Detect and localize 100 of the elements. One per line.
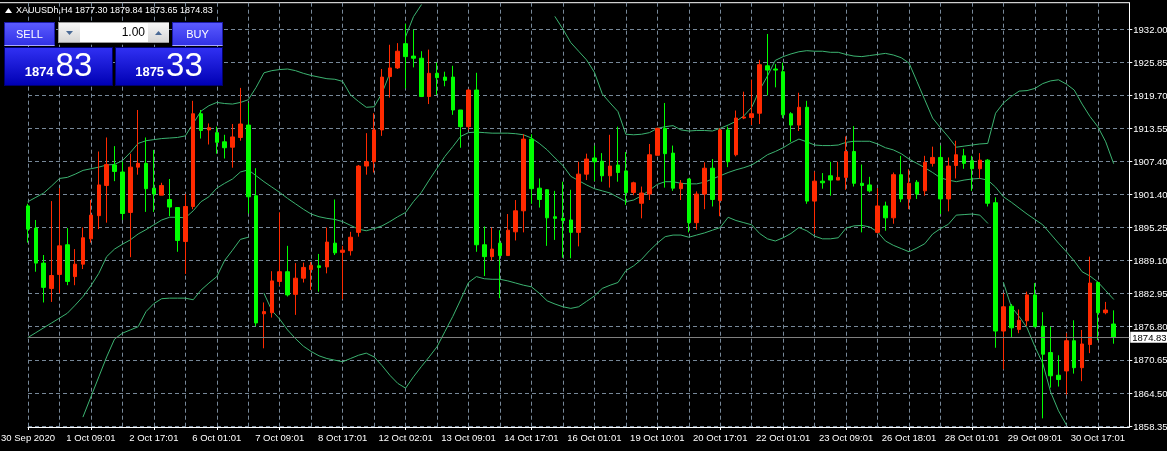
candlestick: [513, 199, 518, 241]
x-tick-label: 6 Oct 01:01: [192, 431, 242, 443]
line-series: [27, 131, 1115, 338]
candlestick: [65, 227, 70, 286]
x-tick-label: 13 Oct 09:01: [441, 431, 496, 443]
candlestick: [340, 245, 345, 300]
candlestick: [938, 145, 943, 215]
candlestick: [844, 135, 848, 191]
candlestick: [191, 100, 195, 210]
y-tick-label: 1876.80: [1133, 321, 1167, 333]
candlestick: [466, 88, 471, 131]
candlestick: [159, 182, 164, 196]
candlestick: [222, 134, 227, 160]
candlestick: [584, 153, 589, 181]
candlestick: [238, 87, 243, 142]
candlestick: [136, 109, 140, 176]
candlestick: [702, 161, 707, 210]
y-tick-label: 1889.10: [1133, 254, 1167, 266]
candlestick: [97, 151, 101, 230]
candlestick: [207, 122, 211, 145]
candlestick: [506, 213, 510, 257]
candlestick: [805, 100, 809, 205]
candlestick: [978, 152, 982, 179]
candlestick: [395, 42, 400, 70]
candlestick: [1080, 329, 1084, 382]
candlestick: [631, 181, 636, 196]
candlestick: [671, 145, 675, 192]
candlestick: [1072, 319, 1076, 375]
candlestick: [915, 179, 919, 200]
x-tick-label: 8 Oct 17:01: [318, 431, 368, 443]
candlestick: [1001, 292, 1006, 370]
candlestick: [820, 172, 825, 190]
buy-price-box: 1875 33: [115, 47, 223, 86]
candlestick: [521, 133, 526, 233]
candlestick: [734, 110, 738, 157]
y-tick-label: 1907.40: [1133, 156, 1167, 168]
candlestick: [144, 136, 148, 213]
x-tick-label: 12 Oct 02:01: [378, 431, 433, 443]
candlestick: [970, 155, 974, 192]
x-tick-label: 28 Oct 01:01: [944, 431, 1000, 443]
candlestick: [954, 140, 958, 179]
x-tick-label: 16 Oct 01:01: [567, 431, 622, 443]
candlestick: [828, 161, 833, 197]
candlestick: [765, 33, 770, 96]
candlestick: [749, 79, 754, 126]
candlestick: [883, 201, 888, 232]
candlestick: [364, 132, 369, 176]
sell-price-box: 1874 83: [4, 47, 113, 86]
candlestick: [600, 152, 604, 183]
candlestick: [262, 301, 266, 349]
chart-title: XAUUSDh,H4 1877.30 1879.84 1873.65 1874.83: [16, 5, 213, 15]
candlestick: [26, 203, 30, 244]
candlestick: [309, 261, 313, 291]
candlestick: [545, 188, 549, 247]
candlestick: [403, 23, 408, 89]
annotation: 33: [166, 46, 203, 83]
candlestick: [301, 262, 306, 284]
candlestick: [537, 177, 542, 209]
candlestick: [49, 200, 54, 303]
candlestick: [128, 153, 133, 258]
candlestick: [183, 193, 188, 275]
candlestick: [1111, 309, 1116, 345]
x-tick-label: 2 Oct 17:01: [129, 431, 179, 443]
candlestick: [1017, 308, 1021, 334]
candlestick: [81, 227, 85, 270]
x-tick-label: 14 Oct 17:01: [504, 431, 559, 443]
y-tick-label: 1932.00: [1133, 23, 1167, 35]
candlestick: [867, 176, 872, 193]
y-tick-label: 1901.40: [1133, 188, 1167, 200]
candlestick: [860, 163, 864, 233]
candlestick: [482, 225, 487, 277]
x-tick-label: 19 Oct 10:01: [630, 431, 685, 443]
candlestick: [490, 227, 494, 261]
candlestick: [277, 211, 282, 287]
candlestick: [435, 62, 439, 96]
x-tick-label: 23 Oct 09:01: [818, 431, 874, 443]
candlestick: [852, 125, 856, 188]
y-tick-label: 1925.85: [1133, 56, 1167, 68]
candlestick: [167, 178, 172, 217]
x-tick-label: 26 Oct 18:01: [881, 431, 937, 443]
y-tick-label: 1895.25: [1133, 221, 1167, 233]
candlestick: [1064, 332, 1069, 396]
lot-field: 1.00: [58, 22, 169, 43]
candlestick: [781, 62, 785, 119]
y-tick-label: 1919.70: [1133, 89, 1167, 101]
candlestick: [1048, 326, 1053, 389]
candlestick: [285, 245, 290, 298]
candlestick: [679, 179, 683, 201]
candlestick: [175, 207, 180, 253]
candlestick: [985, 158, 990, 207]
candlestick: [569, 189, 573, 259]
candlestick: [592, 145, 597, 182]
x-tick-label: 1 Oct 09:01: [66, 431, 116, 443]
candlestick: [561, 181, 565, 259]
candlestick: [836, 161, 840, 181]
candlestick: [152, 149, 156, 213]
candlestick: [293, 262, 298, 316]
candlestick: [710, 158, 715, 207]
candlestick: [694, 190, 699, 231]
x-tick-label: 20 Oct 17:01: [693, 431, 748, 443]
